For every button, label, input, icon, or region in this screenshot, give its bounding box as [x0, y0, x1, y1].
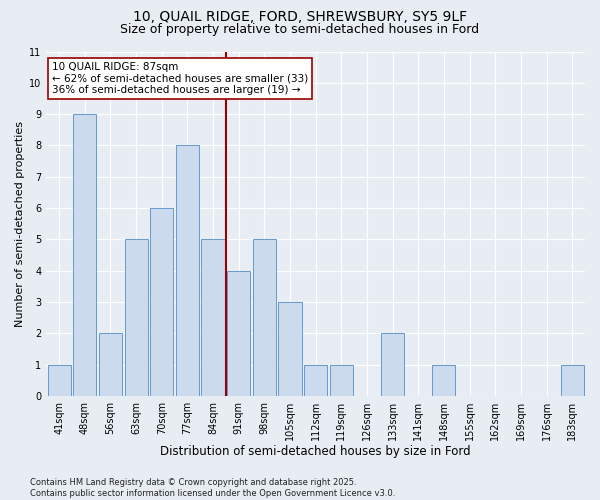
- Text: Contains HM Land Registry data © Crown copyright and database right 2025.
Contai: Contains HM Land Registry data © Crown c…: [30, 478, 395, 498]
- Bar: [381, 334, 404, 396]
- Bar: [278, 302, 302, 396]
- Bar: [150, 208, 173, 396]
- Text: 10, QUAIL RIDGE, FORD, SHREWSBURY, SY5 9LF: 10, QUAIL RIDGE, FORD, SHREWSBURY, SY5 9…: [133, 10, 467, 24]
- Bar: [125, 240, 148, 396]
- Bar: [202, 240, 224, 396]
- Bar: [330, 365, 353, 396]
- X-axis label: Distribution of semi-detached houses by size in Ford: Distribution of semi-detached houses by …: [160, 444, 471, 458]
- Bar: [99, 334, 122, 396]
- Bar: [433, 365, 455, 396]
- Text: 10 QUAIL RIDGE: 87sqm
← 62% of semi-detached houses are smaller (33)
36% of semi: 10 QUAIL RIDGE: 87sqm ← 62% of semi-deta…: [52, 62, 308, 95]
- Bar: [176, 146, 199, 396]
- Bar: [253, 240, 276, 396]
- Bar: [73, 114, 97, 396]
- Bar: [227, 271, 250, 396]
- Bar: [560, 365, 584, 396]
- Text: Size of property relative to semi-detached houses in Ford: Size of property relative to semi-detach…: [121, 22, 479, 36]
- Bar: [47, 365, 71, 396]
- Bar: [304, 365, 327, 396]
- Y-axis label: Number of semi-detached properties: Number of semi-detached properties: [15, 121, 25, 327]
